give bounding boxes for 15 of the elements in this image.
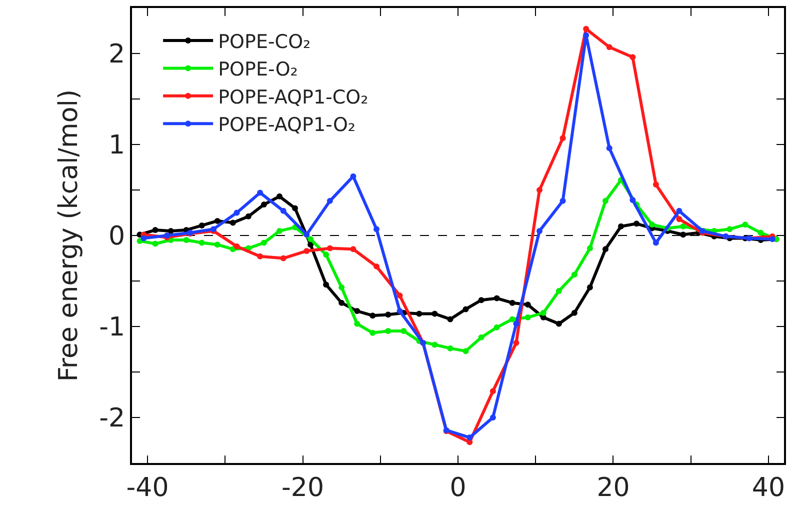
x-tick-label: 0	[450, 472, 466, 503]
x-tick-label: 40	[752, 472, 786, 503]
legend-label: POPE-AQP1-O₂	[218, 114, 356, 136]
x-tick-label: -20	[282, 472, 324, 503]
x-tick-label: -40	[126, 472, 169, 503]
y-tick-label: 2	[108, 40, 126, 70]
y-tick-label: 0	[108, 222, 126, 252]
legend-label: POPE-O₂	[218, 58, 298, 81]
legend-label: POPE-AQP1-CO₂	[218, 86, 368, 108]
y-tick-label: -1	[99, 312, 126, 343]
y-axis-title: Free energy (kcal/mol)	[54, 89, 84, 382]
legend-label: POPE-CO₂	[218, 30, 311, 53]
y-tick-label: -2	[99, 404, 126, 434]
x-tick-label: 20	[596, 472, 630, 503]
y-tick-label: 1	[108, 130, 126, 161]
